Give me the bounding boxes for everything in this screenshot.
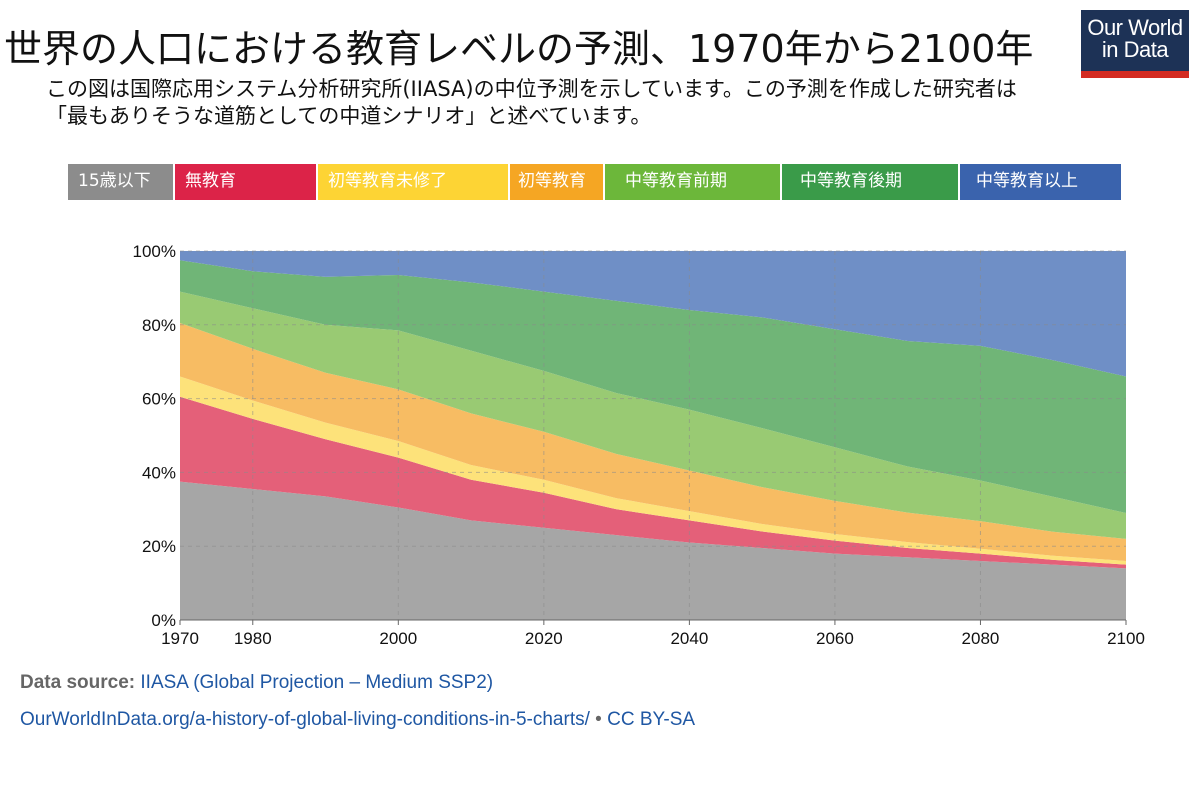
data-source: Data source: IIASA (Global Projection – …	[20, 672, 493, 694]
logo-line-1: Our World	[1087, 15, 1183, 40]
data-source-label: Data source:	[20, 672, 136, 693]
gridlines	[180, 250, 1126, 620]
legend-item-under-15[interactable]: 15歳以下	[68, 164, 173, 200]
legend-item-primary[interactable]: 初等教育	[510, 164, 603, 200]
area-1[interactable]	[180, 396, 1126, 569]
x-tick-label: 2040	[670, 629, 708, 648]
footer-separator: •	[595, 709, 602, 730]
license-link[interactable]: CC BY-SA	[607, 709, 696, 730]
y-tick-label: 20%	[142, 537, 176, 556]
area-series-group	[180, 251, 1126, 620]
y-tick-label: 60%	[142, 390, 176, 409]
legend-item-incomplete-primary[interactable]: 初等教育未修了	[318, 164, 508, 200]
x-tick-label: 1980	[234, 629, 272, 648]
area-5[interactable]	[180, 260, 1126, 513]
legend-item-upper-secondary[interactable]: 中等教育後期	[782, 164, 958, 200]
y-tick-label: 80%	[142, 316, 176, 335]
area-0[interactable]	[180, 481, 1126, 620]
x-tick-label: 2100	[1107, 629, 1145, 648]
y-tick-label: 40%	[142, 463, 176, 482]
y-tick-label: 0%	[151, 611, 176, 630]
owid-logo[interactable]: Our World in Data	[1081, 10, 1189, 78]
x-tick-label: 1970	[161, 629, 199, 648]
x-tick-label: 2060	[816, 629, 854, 648]
logo-accent-bar	[1081, 71, 1189, 78]
area-6[interactable]	[180, 251, 1126, 377]
x-tick-label: 2080	[962, 629, 1000, 648]
chart-subtitle: この図は国際応用システム分析研究所(IIASA)の中位予測を示しています。この予…	[46, 77, 1017, 128]
page-title: 世界の人口における教育レベルの予測、1970年から2100年	[4, 27, 1034, 71]
legend-item-post-secondary[interactable]: 中等教育以上	[960, 164, 1121, 200]
x-tick-label: 2000	[379, 629, 417, 648]
footer-url-line: OurWorldInData.org/a-history-of-global-l…	[20, 709, 695, 731]
area-4[interactable]	[180, 291, 1126, 539]
legend-item-no-education[interactable]: 無教育	[175, 164, 316, 200]
x-tick-label: 2020	[525, 629, 563, 648]
article-link[interactable]: OurWorldInData.org/a-history-of-global-l…	[20, 709, 590, 730]
legend-item-lower-secondary[interactable]: 中等教育前期	[605, 164, 780, 200]
area-3[interactable]	[180, 322, 1126, 561]
axes: 0% 20% 40% 60% 80% 100% 1970 1980 2000 2020 2040 20…	[133, 242, 1145, 648]
y-tick-label: 100%	[133, 242, 176, 261]
logo-line-2: in Data	[1101, 37, 1169, 62]
data-source-link[interactable]: IIASA (Global Projection – Medium SSP2)	[140, 672, 494, 693]
